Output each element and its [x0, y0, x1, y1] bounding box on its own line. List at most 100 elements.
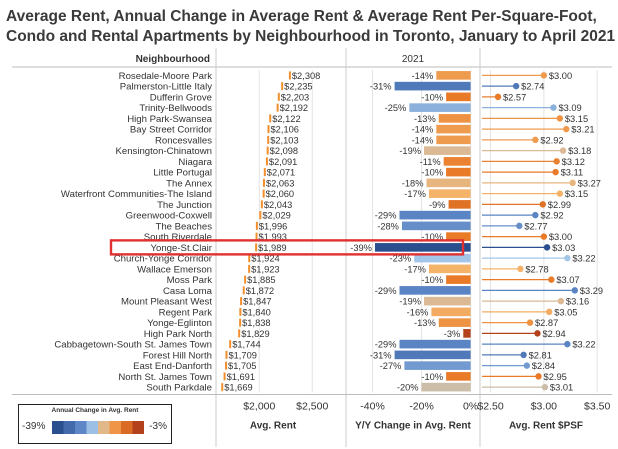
- change-bar: [443, 157, 471, 166]
- rent-value-label: $1,872: [246, 286, 274, 296]
- neighbourhood-label: North St. James Town: [118, 372, 212, 383]
- change-value-label: -29%: [375, 340, 397, 350]
- rent-value-label: $1,923: [251, 264, 279, 274]
- psf-dot: [553, 158, 560, 165]
- rent-value-label: $1,709: [228, 350, 256, 360]
- change-axis-tick: -20%: [409, 401, 434, 413]
- psf-dot: [556, 115, 564, 122]
- rent-bar: [262, 178, 265, 187]
- rent-value-label: $1,996: [259, 221, 287, 231]
- psf-value-label: $2.94: [542, 329, 565, 339]
- row-header: Neighbourhood: [136, 54, 210, 65]
- rent-bar: [267, 125, 270, 134]
- rent-value-label: $1,924: [251, 254, 279, 264]
- neighbourhood-label: Roncesvalles: [155, 135, 212, 146]
- change-value-label: -17%: [404, 264, 426, 274]
- psf-value-label: $2.99: [548, 200, 571, 210]
- change-value-label: -9%: [429, 200, 446, 210]
- rent-bar: [276, 103, 279, 112]
- change-bar: [374, 243, 471, 252]
- psf-value-label: $3.15: [565, 114, 588, 124]
- psf-dot: [556, 190, 564, 197]
- rent-bar: [260, 200, 263, 209]
- change-bar: [436, 124, 471, 134]
- change-bar: [463, 329, 471, 338]
- change-bar: [421, 382, 471, 392]
- neighbourhood-label: Regent Park: [159, 307, 213, 318]
- neighbourhood-label: Forest Hill North: [143, 350, 212, 361]
- change-bar: [399, 286, 471, 295]
- psf-dot: [550, 104, 557, 111]
- rent-bar: [259, 211, 262, 220]
- psf-value-label: $3.15: [565, 189, 588, 199]
- change-value-label: -20%: [397, 383, 419, 393]
- rent-value-label: $1,829: [241, 329, 269, 339]
- rent-value-label: $2,060: [266, 189, 294, 199]
- neighbourhood-label: Kensington-Chinatown: [115, 146, 212, 157]
- psf-dot: [543, 244, 551, 251]
- neighbourhood-label: Waterfront Communities-The Island: [61, 189, 212, 200]
- change-value-label: -10%: [421, 232, 443, 242]
- psf-value-label: $3.05: [554, 307, 577, 317]
- psf-dot: [520, 351, 527, 359]
- change-value-label: -10%: [421, 275, 443, 285]
- change-bar: [446, 167, 471, 177]
- rent-bar: [244, 275, 247, 284]
- rent-value-label: $2,203: [281, 92, 309, 102]
- neighbourhood-label: The Beaches: [155, 221, 212, 232]
- psf-dot: [546, 308, 553, 316]
- psf-value-label: $3.00: [549, 232, 572, 242]
- legend-swatch: [52, 421, 64, 434]
- neighbourhood-label: Niagara: [178, 157, 212, 168]
- change-value-label: -31%: [370, 82, 392, 92]
- psf-value-label: $2.92: [540, 211, 563, 221]
- legend-min-label: -39%: [22, 421, 46, 432]
- psf-value-label: $3.12: [562, 157, 585, 167]
- change-axis-tick: -40%: [360, 401, 385, 413]
- psf-dot: [534, 330, 541, 337]
- psf-value-label: $2.77: [524, 221, 547, 231]
- change-axis-tick: 0%: [463, 401, 478, 413]
- change-value-label: -14%: [412, 135, 434, 145]
- psf-axis-tick: $2.50: [477, 401, 503, 413]
- rent-axis-tick: $2,000: [243, 401, 275, 413]
- legend-swatch: [109, 421, 121, 434]
- rent-bar: [242, 286, 245, 295]
- rent-value-label: $2,308: [292, 71, 320, 81]
- rent-value-label: $2,063: [266, 178, 294, 188]
- psf-dot: [532, 211, 539, 219]
- psf-value-label: $3.27: [578, 178, 601, 188]
- neighbourhood-label: Rosedale-Moore Park: [119, 71, 213, 82]
- rent-bar: [255, 232, 258, 241]
- rent-value-label: $2,103: [270, 135, 298, 145]
- legend-title: Annual Change in Avg. Rent: [51, 407, 139, 414]
- psf-value-label: $3.07: [556, 275, 579, 285]
- change-bar: [436, 71, 471, 80]
- psf-axis-title: Avg. Rent $PSF: [509, 421, 583, 432]
- legend-color-ramp: [52, 421, 144, 434]
- change-bar: [399, 210, 471, 220]
- change-bar: [438, 114, 471, 123]
- psf-value-label: $2.74: [521, 82, 544, 92]
- legend-swatch: [121, 421, 133, 434]
- rent-bar: [239, 307, 242, 316]
- psf-value-label: $3.00: [549, 71, 572, 81]
- rent-bar: [277, 92, 280, 101]
- psf-value-label: $3.01: [550, 383, 573, 393]
- change-value-label: -18%: [402, 178, 424, 188]
- change-value-label: -27%: [380, 361, 402, 371]
- neighbourhood-label: The Annex: [166, 178, 212, 189]
- change-value-label: -19%: [399, 297, 421, 307]
- change-value-label: -28%: [377, 221, 399, 231]
- legend-swatch: [63, 421, 75, 434]
- psf-dot: [532, 136, 539, 144]
- chart-title-line-1: Average Rent, Annual Change in Average R…: [6, 8, 597, 25]
- psf-dot: [526, 319, 534, 326]
- psf-value-label: $3.16: [566, 297, 589, 307]
- rent-bar: [240, 297, 243, 306]
- rent-value-label: $1,691: [227, 372, 255, 382]
- change-bar: [431, 307, 471, 317]
- psf-value-label: $3.11: [561, 168, 584, 178]
- psf-value-label: $2.81: [529, 350, 552, 360]
- psf-value-label: $3.29: [580, 286, 603, 296]
